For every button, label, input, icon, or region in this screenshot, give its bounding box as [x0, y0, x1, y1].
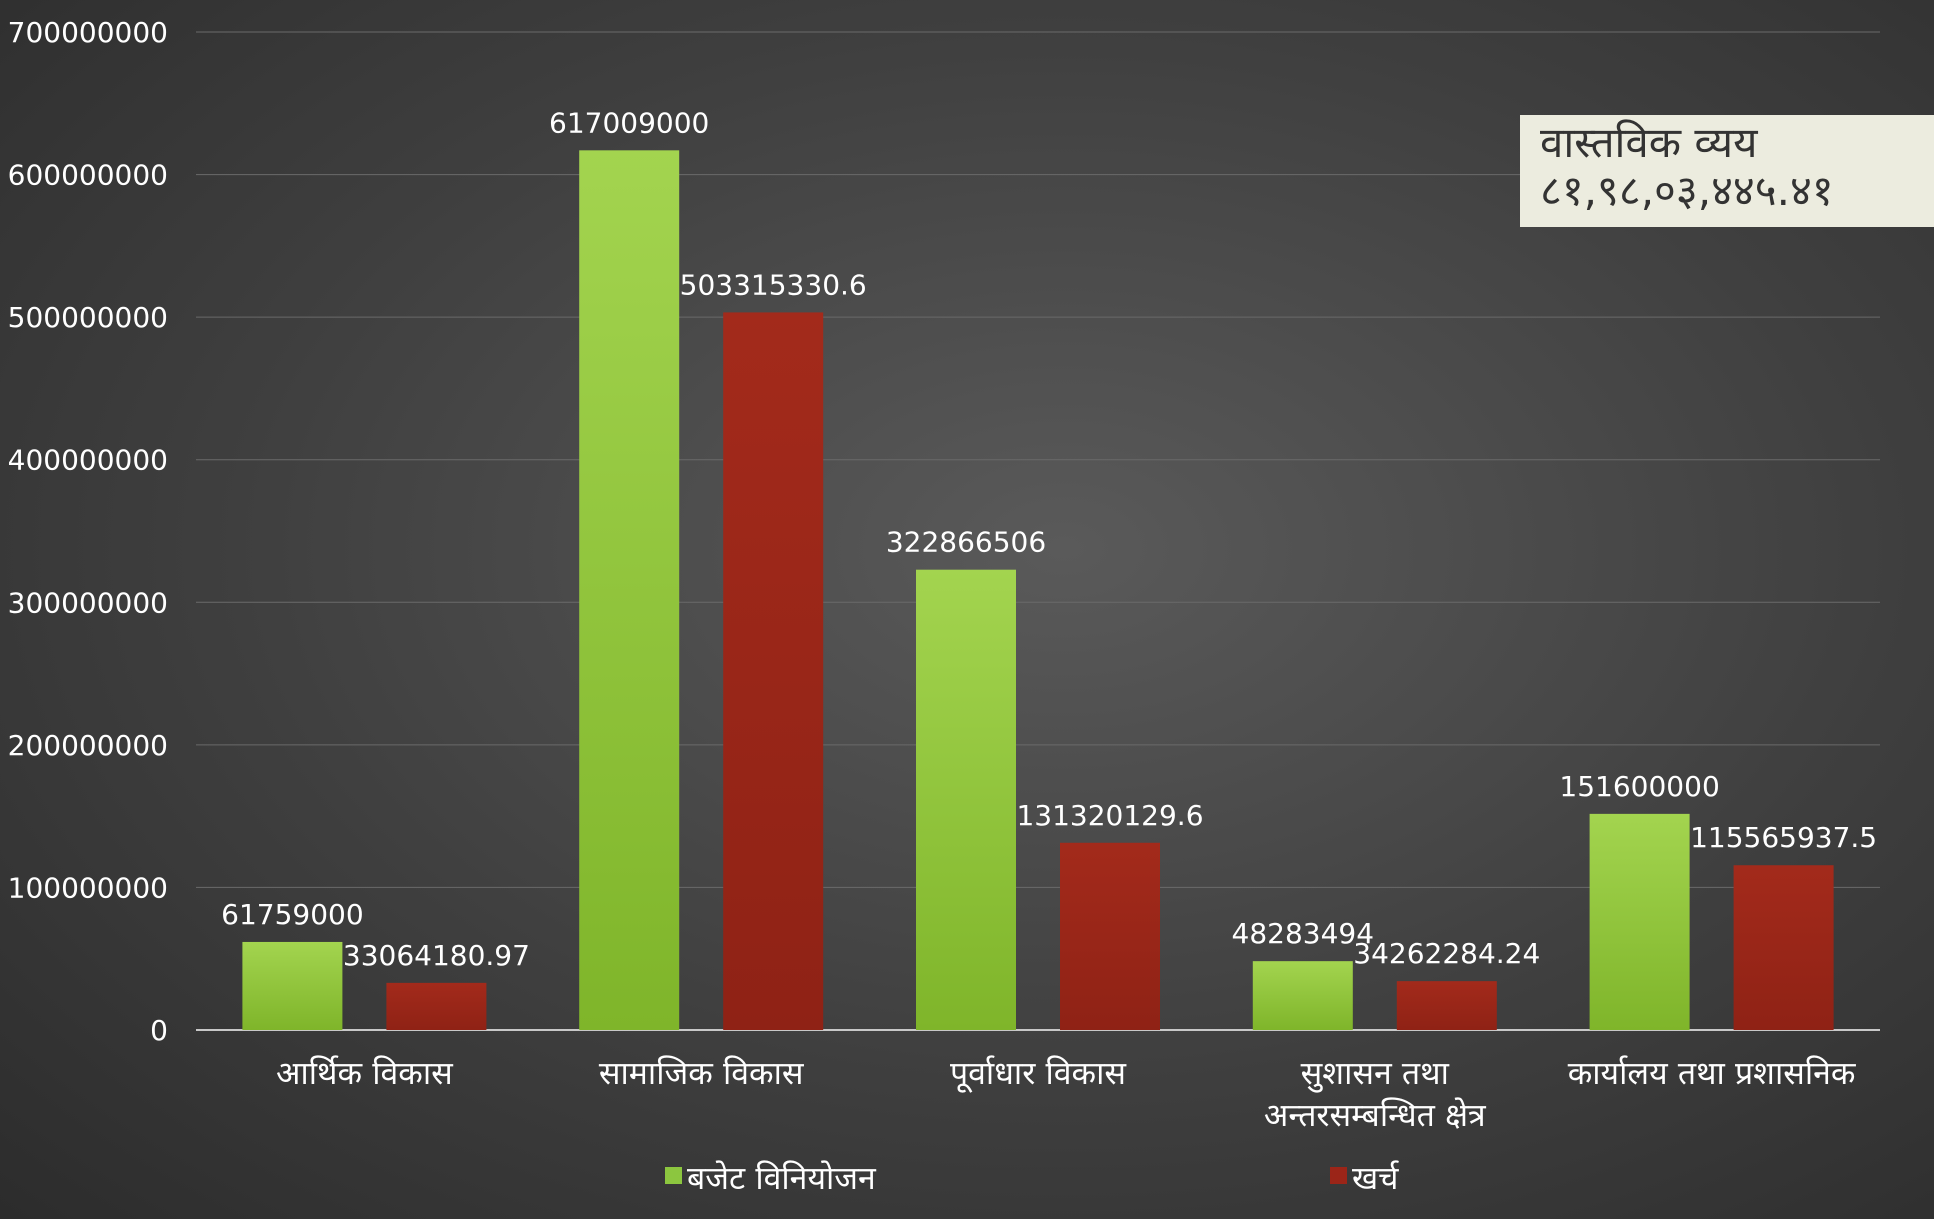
actual-expense-note: वास्तविक व्यय ८१,९८,०३,४४५.४१ — [1520, 115, 1934, 227]
data-label: 33064180.97 — [343, 939, 530, 972]
data-labels: 61759000 33064180.97 617009000 503315330.6 3… — [221, 106, 1877, 972]
category-label: कार्यालय तथा प्रशासनिक — [1568, 1054, 1857, 1092]
data-label: 48283494 — [1232, 917, 1375, 950]
budget-bar — [579, 150, 680, 1030]
y-tick-label: 0 — [150, 1014, 168, 1047]
data-label: 131320129.6 — [1016, 799, 1203, 832]
category-label: सुशासन तथा — [1301, 1054, 1450, 1093]
legend-swatch — [1330, 1167, 1347, 1184]
y-tick-label: 700000000 — [8, 16, 168, 49]
expense-bar — [386, 982, 487, 1030]
y-tick-label: 600000000 — [8, 159, 168, 192]
category-label: पूर्वाधार विकास — [950, 1054, 1127, 1093]
data-label: 115565937.5 — [1690, 821, 1877, 854]
note-amount: ८१,९८,०३,४४५.४१ — [1540, 166, 1834, 215]
note-title: वास्तविक व्यय — [1540, 118, 1758, 167]
y-tick-label: 500000000 — [8, 301, 168, 334]
data-label: 617009000 — [549, 106, 709, 139]
y-tick-label: 300000000 — [8, 586, 168, 619]
expense-bar — [1733, 865, 1834, 1030]
category-label: सामाजिक विकास — [599, 1054, 805, 1092]
category-label: अन्तरसम्बन्धित क्षेत्र — [1264, 1096, 1487, 1134]
legend: बजेट विनियोजन खर्च — [665, 1159, 1399, 1197]
data-label: 34262284.24 — [1353, 937, 1540, 970]
y-tick-label: 400000000 — [8, 444, 168, 477]
expense-bar — [1060, 842, 1160, 1030]
x-axis: आर्थिक विकास सामाजिक विकास पूर्वाधार विकास… — [276, 1054, 1857, 1134]
legend-label: खर्च — [1352, 1159, 1399, 1197]
legend-label: बजेट विनियोजन — [687, 1159, 877, 1197]
expense-bar — [723, 312, 824, 1030]
bars — [242, 150, 1834, 1030]
budget-bar — [916, 569, 1016, 1030]
budget-bar — [1589, 813, 1690, 1030]
data-label: 503315330.6 — [680, 268, 867, 301]
data-label: 151600000 — [1559, 770, 1719, 803]
y-tick-label: 100000000 — [8, 871, 168, 904]
y-tick-label: 200000000 — [8, 729, 168, 762]
y-axis: 0 100000000 200000000 300000000 400000000 500… — [8, 16, 168, 1047]
data-label: 322866506 — [886, 526, 1046, 559]
legend-swatch — [665, 1167, 682, 1184]
budget-bar — [1252, 961, 1353, 1030]
category-label: आर्थिक विकास — [276, 1054, 454, 1092]
budget-bar — [242, 941, 343, 1030]
data-label: 61759000 — [221, 898, 364, 931]
expense-bar — [1396, 981, 1497, 1030]
